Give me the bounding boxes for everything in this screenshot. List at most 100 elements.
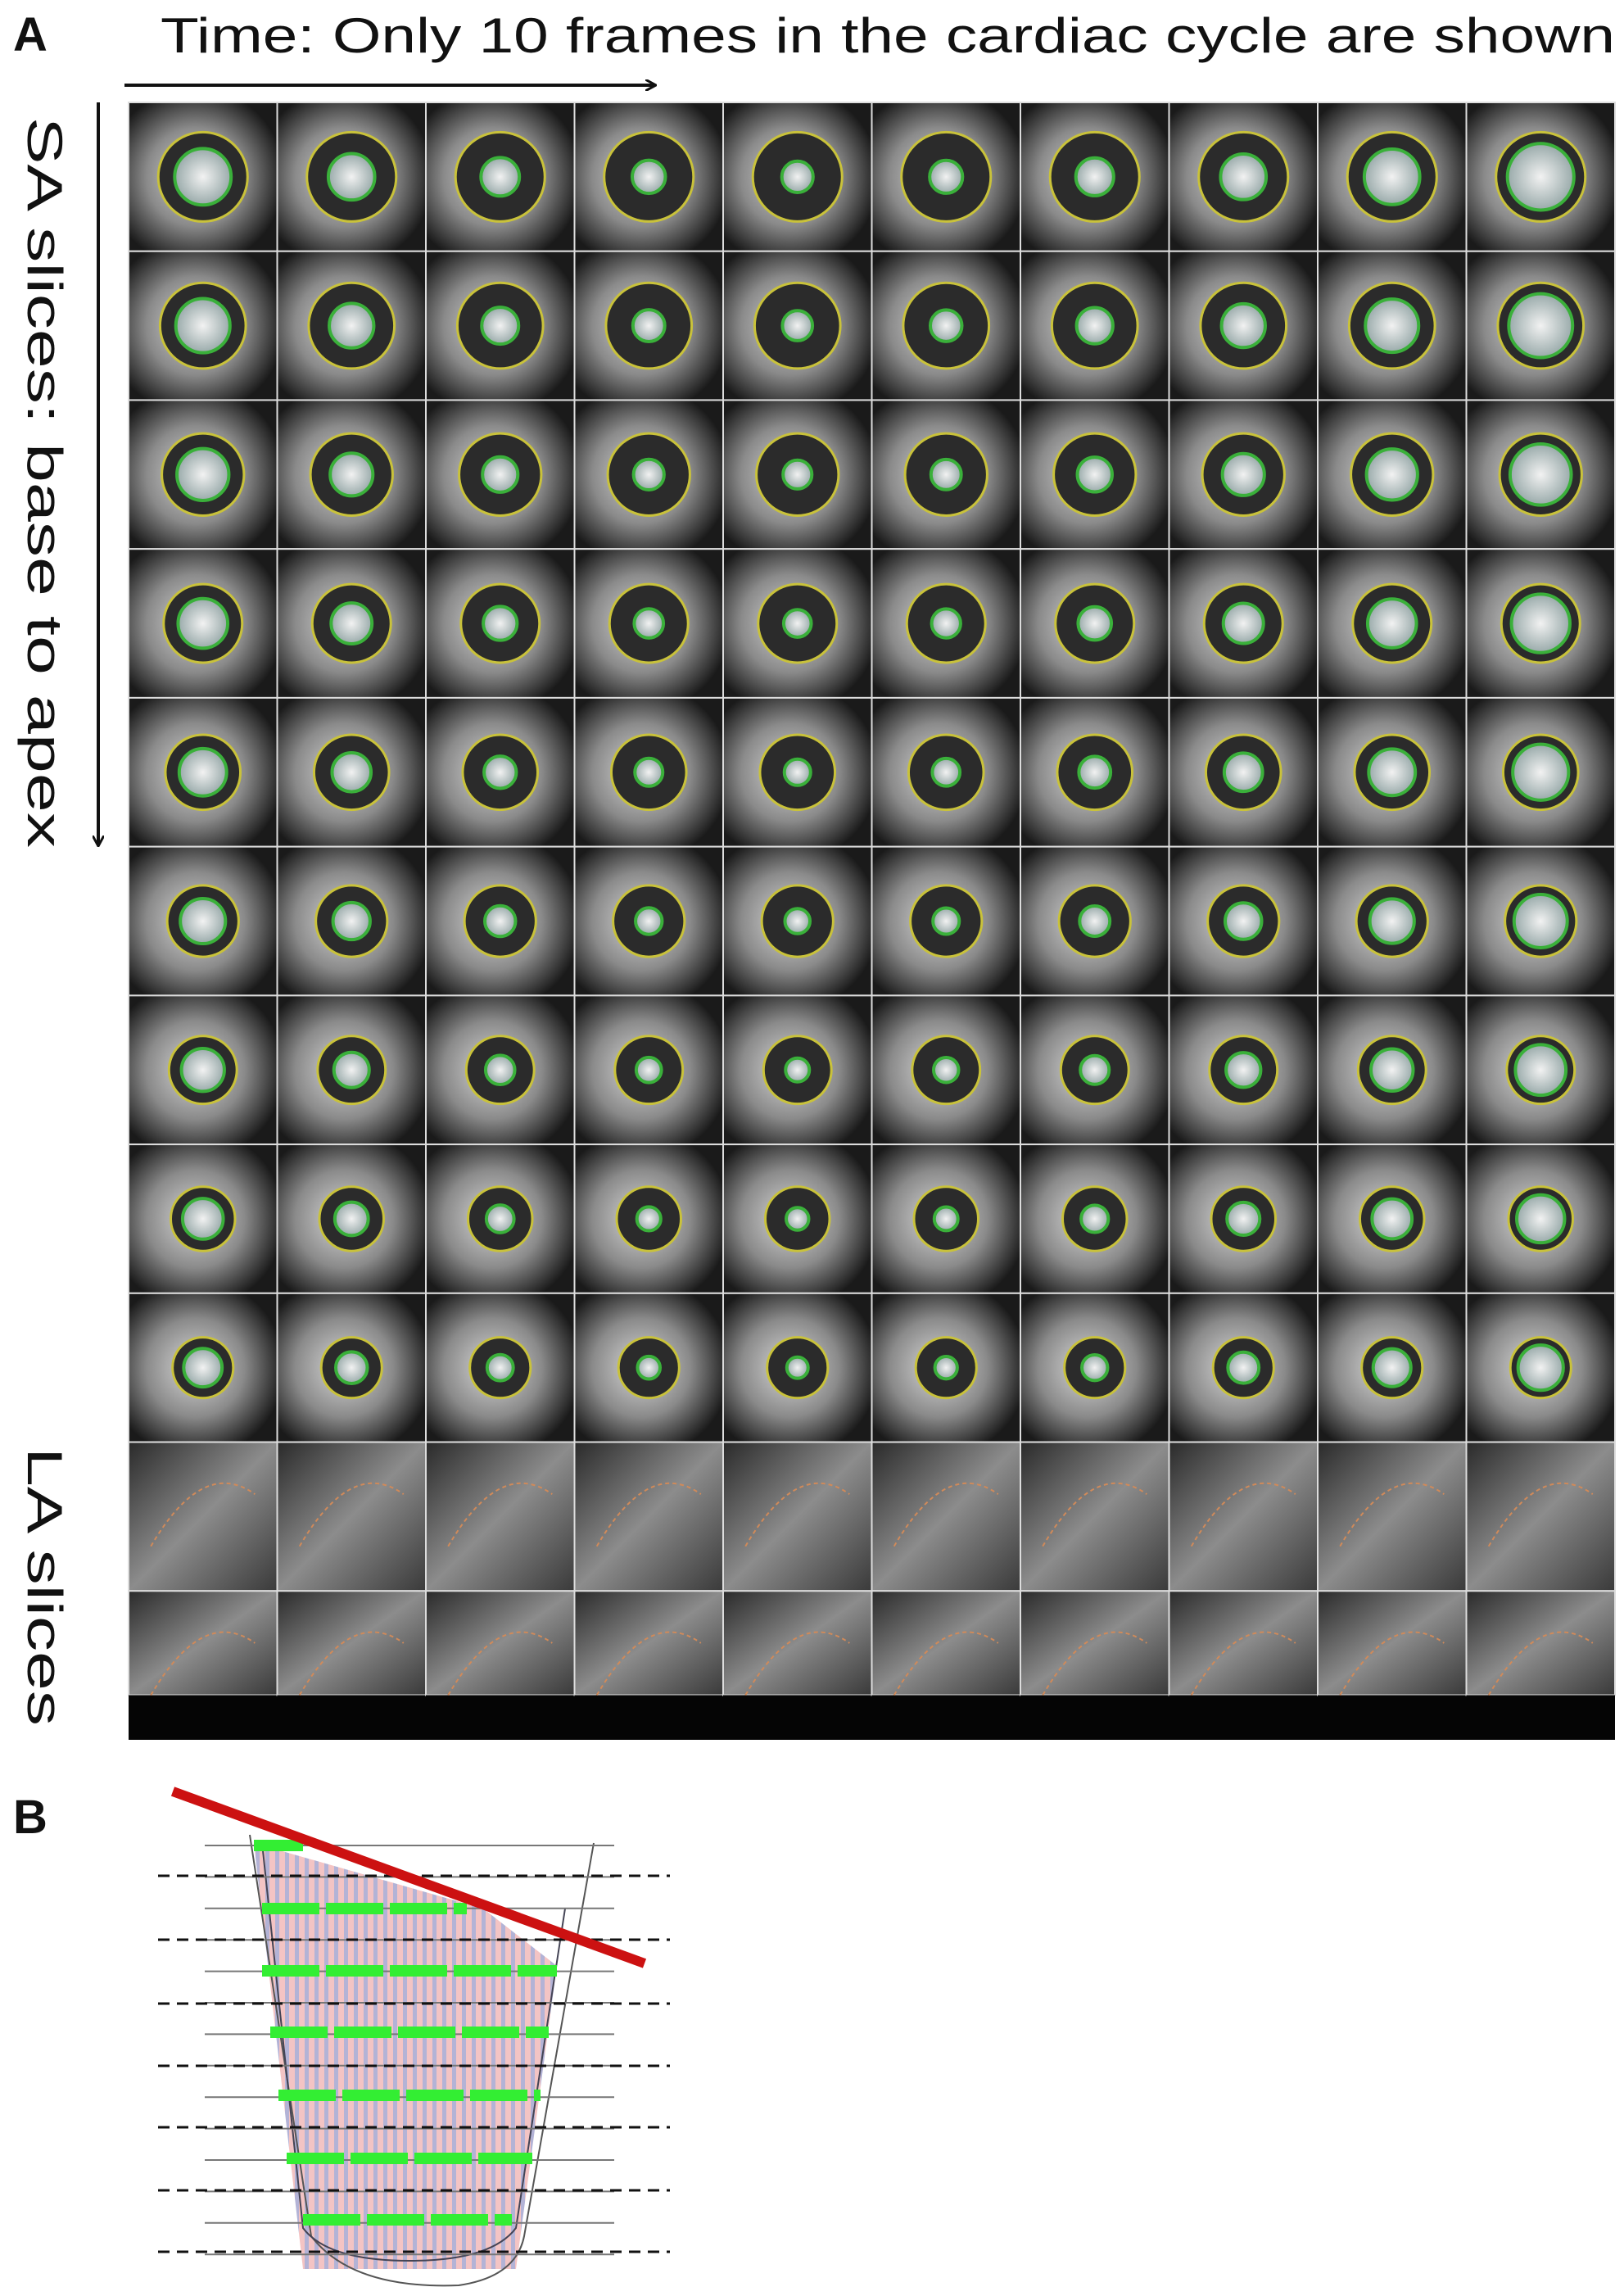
mri-frame (722, 102, 873, 252)
cavity (1078, 904, 1112, 938)
cavity (1220, 451, 1266, 497)
cavity (1515, 1193, 1567, 1245)
cavity (328, 451, 375, 498)
chamber (1042, 1631, 1147, 1696)
mri-frame (425, 1143, 576, 1294)
cavity (482, 754, 518, 790)
cavity (1075, 455, 1114, 494)
mri-frame (1465, 250, 1616, 401)
mri-frame (1465, 845, 1616, 997)
mri-frame (1465, 1441, 1616, 1592)
frame-pad (574, 1695, 723, 1740)
frame-pad (1169, 1695, 1318, 1740)
cavity (1511, 742, 1571, 802)
mri-frame (1317, 1292, 1468, 1443)
mri-frame (573, 1292, 724, 1443)
cavity (329, 601, 374, 645)
mri-frame (128, 1441, 278, 1592)
cavity (1221, 601, 1265, 645)
cavity (1509, 592, 1572, 654)
mri-frame (1317, 102, 1468, 252)
cavity (1513, 1043, 1568, 1098)
mri-frame (128, 250, 278, 401)
cavity (783, 907, 812, 935)
cavity (331, 900, 372, 942)
cavity (785, 1355, 810, 1380)
mri-frame (128, 399, 278, 550)
cavity (1219, 152, 1269, 202)
cavity (1507, 292, 1575, 360)
mri-frame (276, 1441, 427, 1592)
mri-frame (425, 548, 576, 699)
cavity (1074, 156, 1115, 197)
cavity (179, 896, 228, 946)
frame-bg (722, 1590, 873, 1696)
frame-bg (1317, 1590, 1468, 1696)
cavity (176, 596, 230, 650)
mri-frame (1020, 399, 1170, 550)
cavity (1364, 447, 1419, 502)
cavity (173, 147, 233, 207)
mri-frame (722, 696, 873, 848)
cavity (480, 306, 521, 346)
cavity (782, 757, 812, 787)
cavity (1368, 897, 1416, 945)
cavity (1367, 747, 1418, 798)
mri-frame (128, 1143, 278, 1294)
mri-frame (573, 399, 724, 550)
cavity (1364, 297, 1421, 355)
mri-frame (1020, 1143, 1170, 1294)
cavity (174, 297, 232, 355)
mri-frame (1020, 845, 1170, 997)
mri-frame (276, 845, 427, 997)
cavity (932, 1205, 960, 1233)
chamber (1339, 1482, 1445, 1547)
mri-frame (573, 548, 724, 699)
mri-frame (425, 1441, 576, 1592)
slice-diagram (158, 1787, 670, 2287)
sa-label: SA slices: base to apex (17, 117, 72, 848)
mri-frame (573, 1143, 724, 1294)
mri-frame (871, 1143, 1021, 1294)
cavity (929, 457, 963, 491)
mri-frame (128, 548, 278, 699)
mri-frame (425, 1292, 576, 1443)
cavity (932, 1055, 961, 1085)
frame-bg (871, 1441, 1021, 1592)
frame-bg (1020, 1590, 1170, 1696)
cavity (633, 756, 665, 788)
mri-frame (128, 1590, 278, 1740)
mri-frame (722, 994, 873, 1146)
chamber (744, 1482, 850, 1547)
chamber (1190, 1482, 1296, 1547)
mri-frame (573, 696, 724, 848)
frame-bg (425, 1590, 576, 1696)
frame-bg (1317, 1441, 1468, 1592)
mri-frame (871, 994, 1021, 1146)
mri-frame (1168, 399, 1319, 550)
frame-bg (276, 1590, 427, 1696)
mri-frame (1020, 548, 1170, 699)
image-grid (128, 102, 1616, 1740)
cavity (1224, 1051, 1263, 1089)
mri-frame (722, 1143, 873, 1294)
mri-frame (1317, 1590, 1468, 1740)
chamber (150, 1482, 256, 1547)
mri-frame (1317, 548, 1468, 699)
lv-inner (261, 1842, 566, 2262)
mri-frame (1020, 1590, 1170, 1740)
cavity (781, 608, 813, 639)
cavity (177, 746, 228, 798)
frame-bg (425, 1441, 576, 1592)
cavity (928, 308, 964, 343)
frame-bg (1168, 1441, 1319, 1592)
mri-frame (276, 994, 427, 1146)
mri-frame (1317, 1441, 1468, 1592)
mri-frame (573, 994, 724, 1146)
mri-frame (1317, 994, 1468, 1146)
mri-frame (425, 250, 576, 401)
cavity (784, 1056, 812, 1084)
time-label: Time: Only 10 frames in the cardiac cycl… (161, 8, 1615, 63)
